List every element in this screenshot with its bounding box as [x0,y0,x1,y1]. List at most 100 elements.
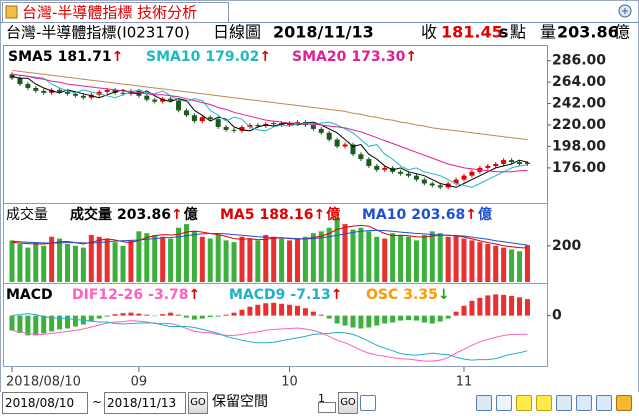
tab[interactable] [2,2,229,23]
bar [279,303,285,316]
bar [501,294,507,316]
candle-body [17,78,23,85]
tool-icon[interactable] [360,395,376,411]
bar [493,245,499,282]
legend-text: 203.86 [117,207,171,223]
legend-text: ↓ [438,287,450,303]
bar [191,231,197,282]
bar [469,300,475,316]
bar [485,295,491,316]
end-date[interactable]: 2018/11/13 [104,392,186,414]
y-tick-label: 0 [552,308,562,324]
bar [517,297,523,316]
bar [65,244,71,282]
bar [453,311,459,316]
close-flag: s [499,23,509,42]
candle-body [524,162,530,164]
legend-text: SMA20 [292,49,347,65]
candle-body [366,159,372,166]
legend-text: SMA10 [146,49,201,65]
bar [33,315,39,336]
candle-body [65,91,71,94]
legend-text: ↑ [189,287,201,303]
alert-tool[interactable] [616,395,632,411]
bar [524,245,530,282]
bar [326,315,332,319]
bar [96,236,102,282]
bar [207,238,213,282]
legend-text: SMA5 [8,49,53,65]
candle-body [231,129,237,131]
close-value: 181.45 [441,23,503,42]
right-tool[interactable] [576,395,592,411]
bar [461,238,467,282]
bar [461,305,467,316]
candle-body [469,171,475,176]
bar [104,238,110,282]
candle-body [207,117,213,120]
start-date[interactable]: 2018/08/10 [2,392,88,414]
bar [112,242,118,282]
legend-text: -3.78 [148,287,188,303]
bar [271,302,277,316]
bar [72,315,78,327]
legend-text: MACD9 [229,287,285,303]
candle-body [120,92,126,94]
candle-body [294,122,300,124]
candle-body [493,163,499,166]
candle-body [239,126,245,131]
bar [33,242,39,282]
bar [437,233,443,282]
legend-text: 億 [326,206,340,223]
bar [57,315,63,330]
pointer-tool[interactable] [476,395,492,411]
bar [374,236,380,282]
keep-label: 保留空間 [212,394,268,410]
legend-text: MA10 [362,207,407,223]
bar [199,315,205,319]
left-tool[interactable] [556,395,572,411]
bar [128,240,134,282]
bar [485,244,491,282]
candle-body [453,179,459,184]
bar [120,313,126,316]
bar [310,311,316,316]
bar [49,315,55,332]
bar [239,309,245,316]
line [11,229,528,246]
y-tick-label: 264.00 [552,74,606,90]
legend-text: 188.16 [260,207,314,223]
bar [445,315,451,319]
line [11,73,528,188]
bar [128,312,134,316]
zoom-tool[interactable] [596,395,612,411]
tab-icon [5,5,18,19]
bar [342,224,348,282]
bar [247,238,253,282]
candle-body [334,139,340,147]
keep-input[interactable]: 1 [318,392,325,405]
spinner[interactable] [318,402,336,413]
bar [144,314,150,316]
bar [406,315,411,321]
bar [263,234,269,282]
bar [517,251,523,282]
bar [294,238,300,282]
legend-text: 3.35 [403,287,438,303]
bar [17,244,23,282]
y-tick-label: 220.00 [552,117,606,133]
y-tick-label: 286.00 [552,53,606,69]
plus-tool[interactable] [536,395,552,411]
date: 2018/11/13 [273,23,374,42]
bar [49,236,55,282]
legend-text: 179.02 [205,49,259,65]
legend-text: DIF12-26 [72,287,143,303]
bar [9,240,15,282]
go-button-2[interactable]: GO [338,392,358,414]
clock-tool[interactable] [496,395,512,411]
minus-tool[interactable] [516,395,532,411]
go-button[interactable]: GO [188,392,208,414]
window-title: 台灣-半導體指標 技術分析 [22,4,197,22]
candle-body [112,89,118,93]
